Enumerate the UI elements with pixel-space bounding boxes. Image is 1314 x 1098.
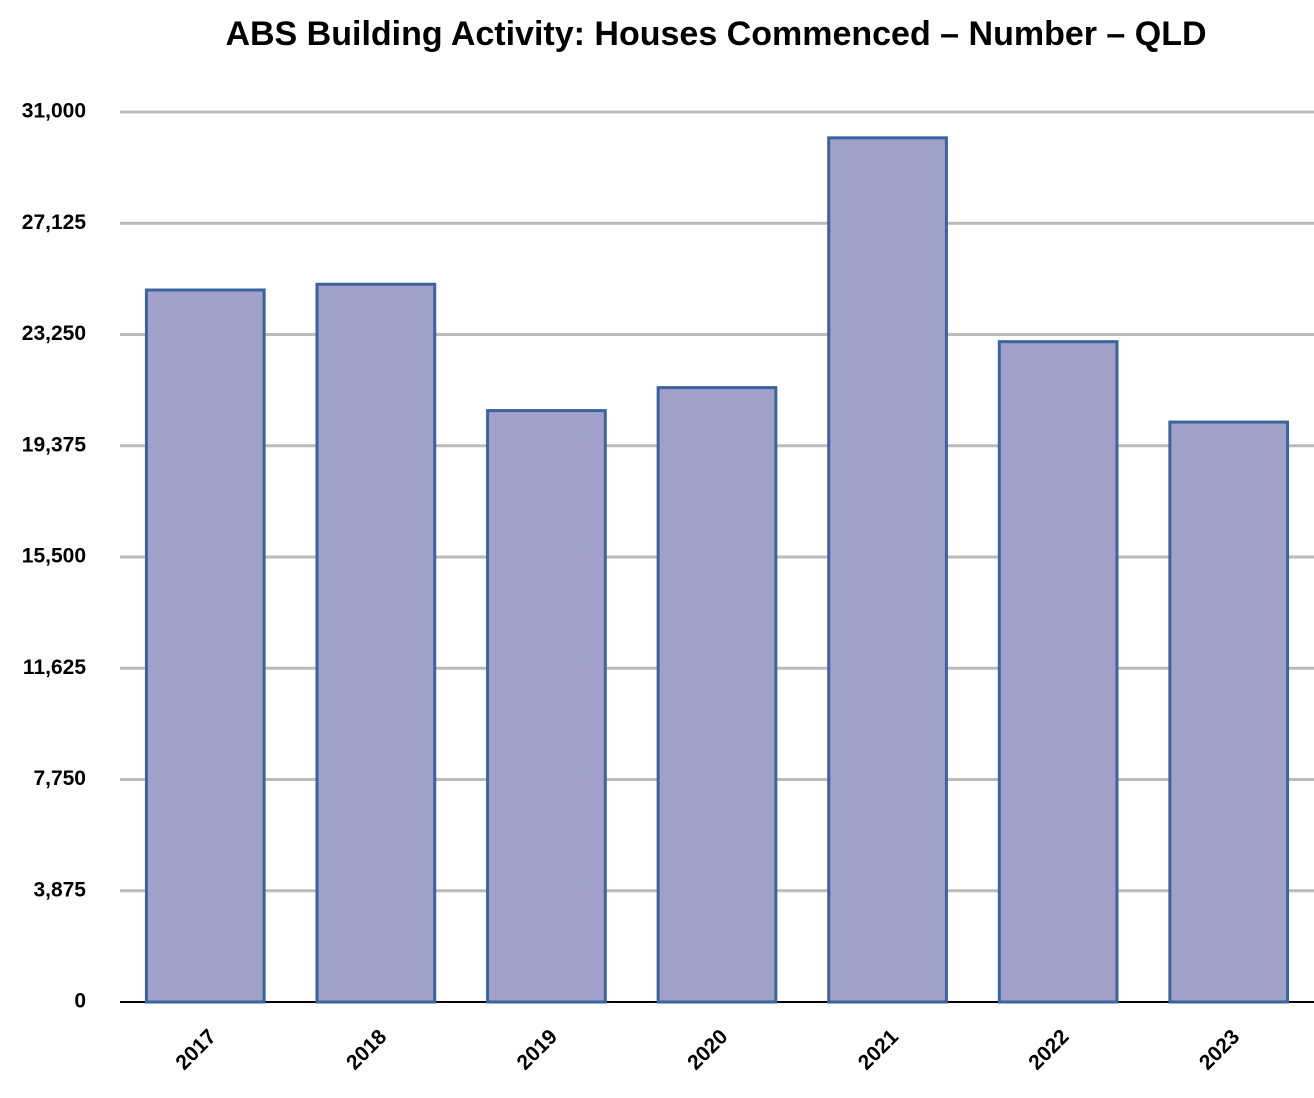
bar	[144, 288, 266, 1004]
y-tick-label: 3,875	[33, 878, 86, 901]
y-tick-label: 27,125	[22, 211, 87, 234]
y-tick-label: 19,375	[22, 433, 87, 456]
y-tick-label: 11,625	[23, 656, 86, 679]
x-tick-label: 2022	[1024, 1025, 1073, 1074]
y-tick-label: 23,250	[22, 322, 86, 345]
x-tick-label: 2020	[683, 1025, 732, 1074]
bar	[827, 136, 948, 1004]
x-tick-label: 2018	[342, 1025, 392, 1075]
bar	[315, 282, 437, 1004]
x-tick-label: 2021	[854, 1025, 904, 1075]
y-tick-label: 15,500	[22, 545, 86, 568]
chart-title: ABS Building Activity: Houses Commenced …	[225, 15, 1206, 53]
x-tick-label: 2023	[1195, 1025, 1244, 1074]
y-tick-label: 0	[74, 990, 86, 1013]
y-tick-label: 7,750	[33, 767, 86, 790]
bar	[486, 409, 607, 1004]
bar	[997, 340, 1119, 1004]
y-tick-label: 31,000	[22, 100, 86, 123]
x-tick-label: 2017	[171, 1025, 220, 1074]
bar	[1168, 420, 1290, 1004]
x-tick-label: 2019	[513, 1025, 562, 1074]
bar	[656, 386, 778, 1004]
